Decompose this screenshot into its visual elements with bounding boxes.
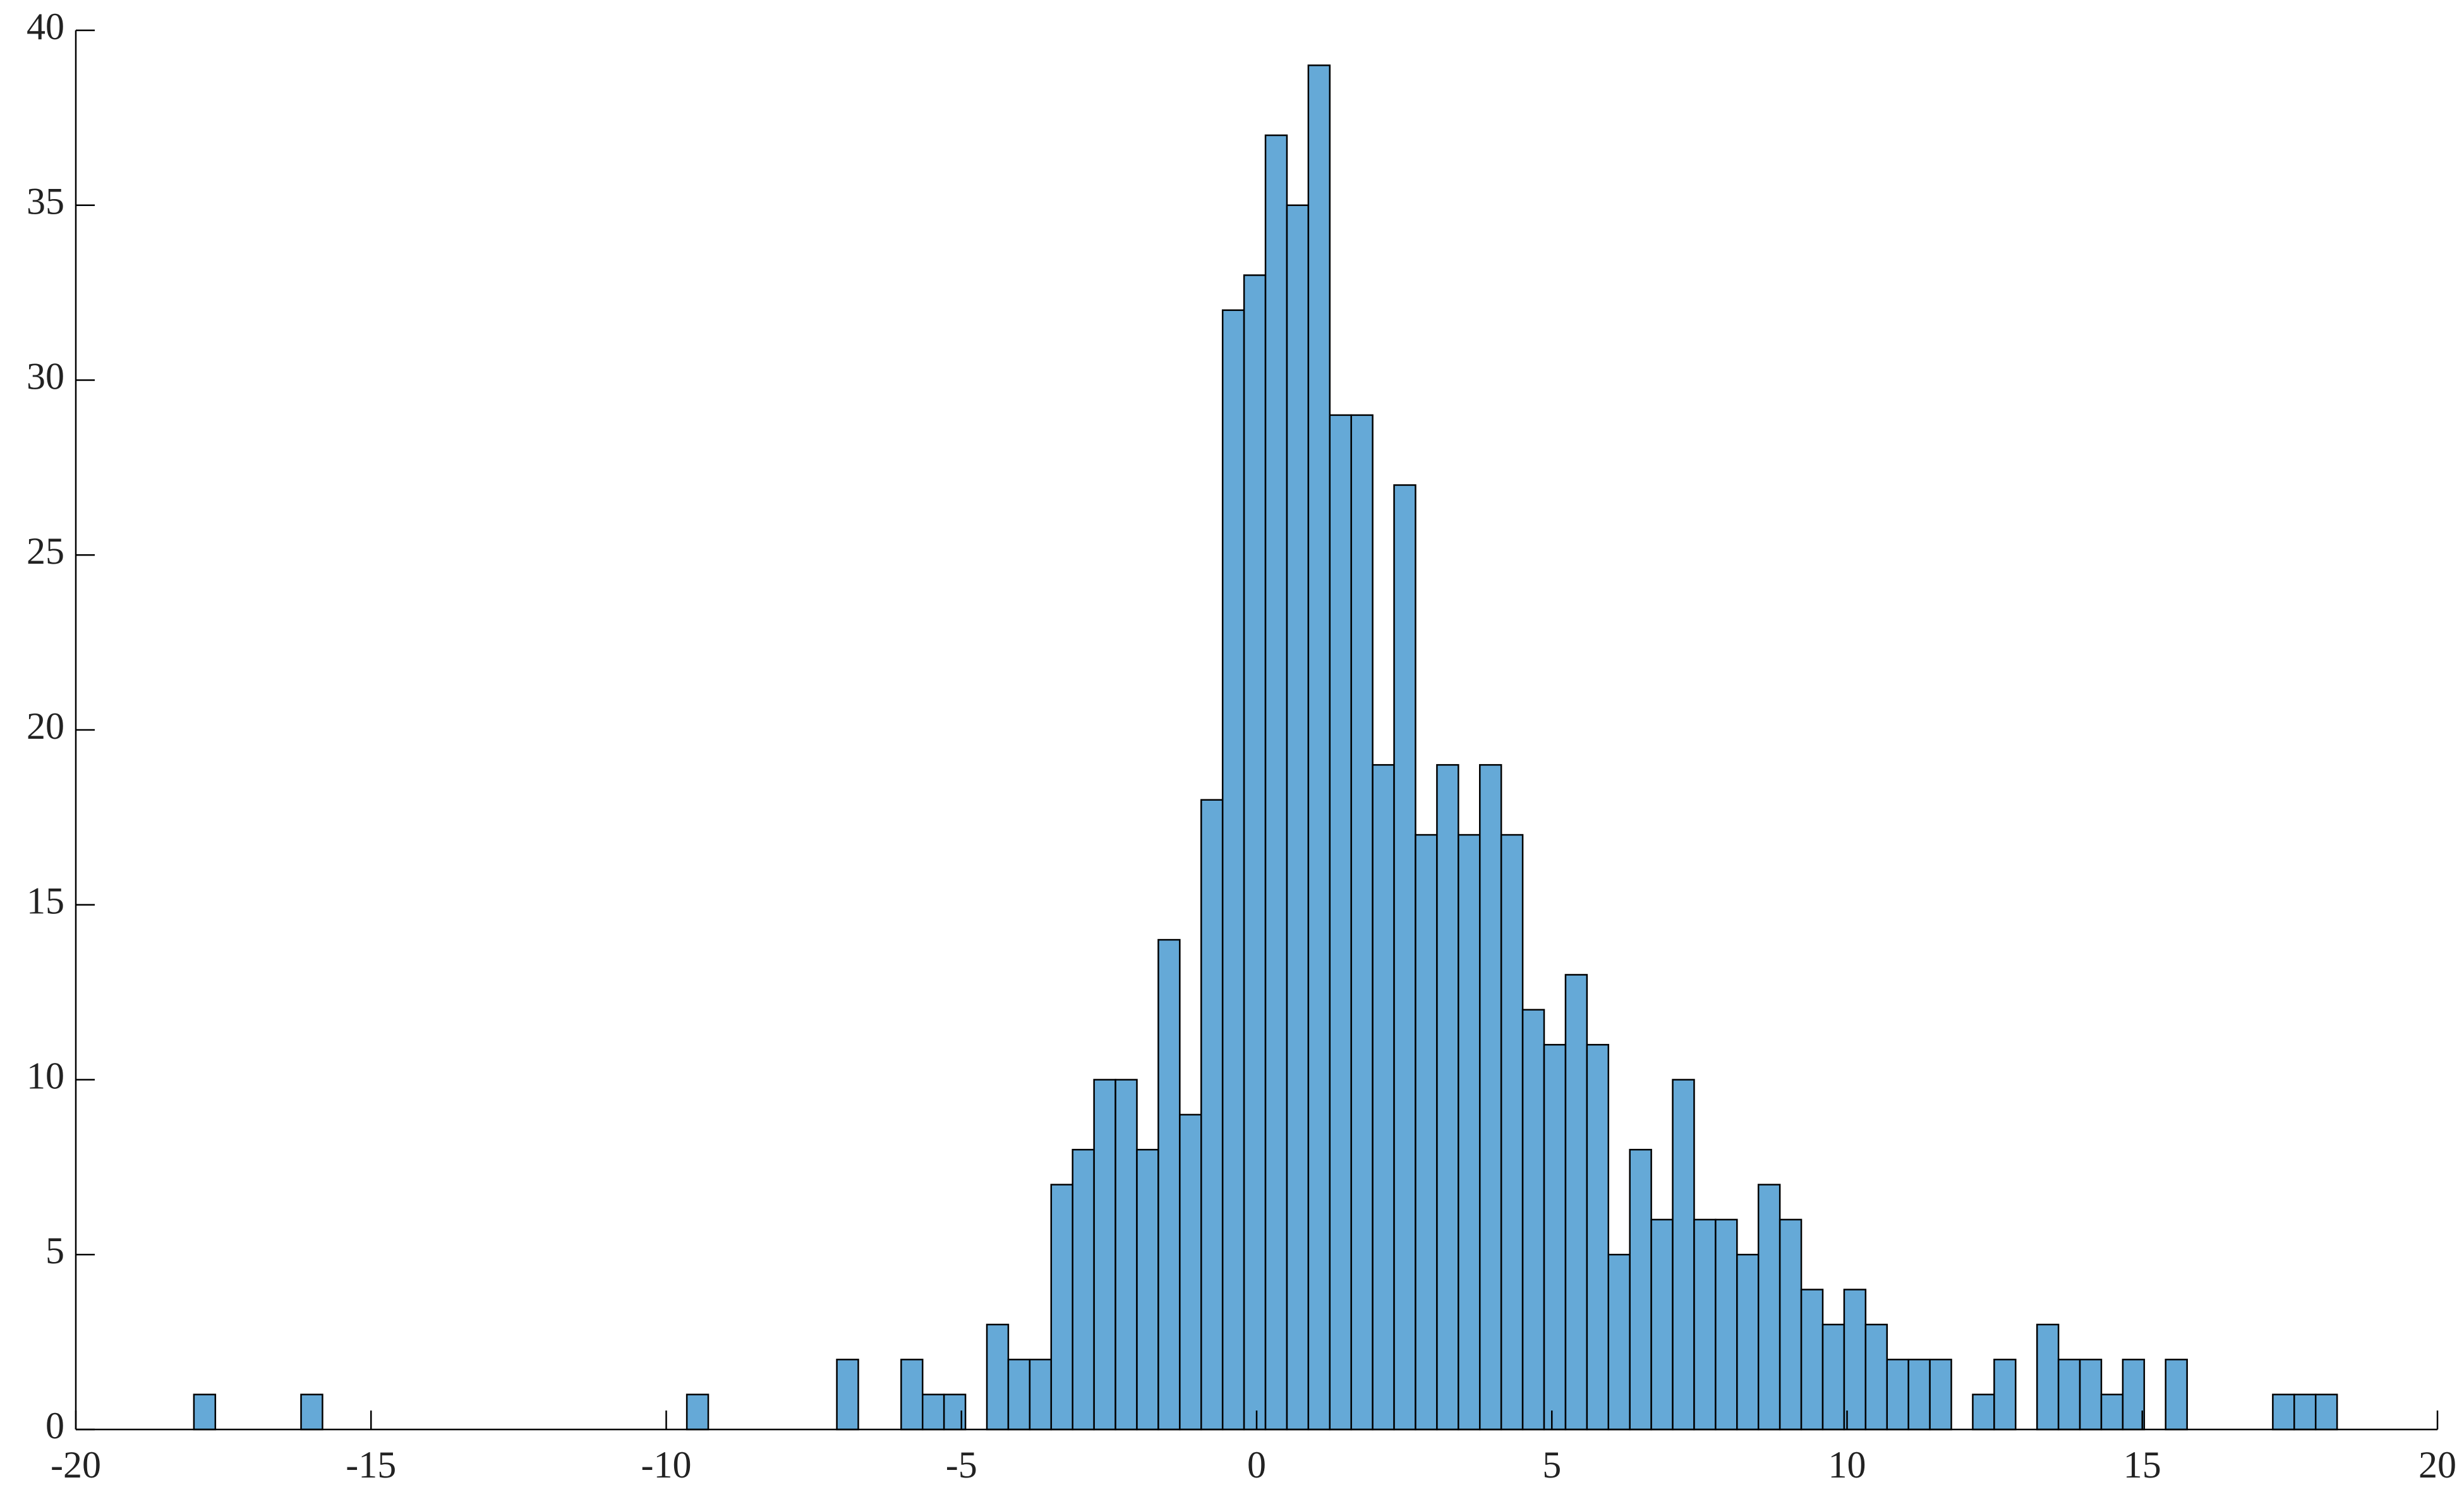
bar — [1757, 1184, 1781, 1431]
bar — [2036, 1323, 2060, 1431]
bar — [1736, 1254, 1760, 1431]
bar — [1800, 1289, 1824, 1431]
bar — [836, 1359, 859, 1431]
y-tick-label: 0 — [45, 1405, 64, 1447]
bar — [943, 1393, 967, 1431]
bar — [900, 1359, 924, 1431]
bar — [1672, 1079, 1695, 1431]
bar — [1907, 1359, 1931, 1431]
bar — [1200, 799, 1224, 1431]
bar — [1050, 1184, 1073, 1431]
bar — [1221, 309, 1245, 1431]
bar — [1393, 484, 1416, 1431]
bar — [2079, 1359, 2103, 1431]
bar — [1607, 1254, 1631, 1431]
x-tick-label: 10 — [1828, 1444, 1866, 1486]
y-tick-label: 15 — [27, 880, 64, 922]
y-tick-label: 25 — [27, 530, 64, 572]
bar — [1972, 1393, 1995, 1431]
bar — [2122, 1359, 2146, 1431]
x-tick-label: -15 — [346, 1444, 396, 1486]
bar — [1693, 1218, 1717, 1431]
bar — [1864, 1323, 1888, 1431]
bar — [986, 1323, 1010, 1431]
bar — [2057, 1359, 2081, 1431]
bar — [1307, 64, 1331, 1431]
bar — [1157, 938, 1181, 1431]
bar — [1843, 1289, 1867, 1431]
x-tick-label: 0 — [1247, 1444, 1266, 1486]
x-tick-label: 5 — [1542, 1444, 1561, 1486]
bar — [300, 1393, 323, 1431]
y-tick-label: 30 — [27, 355, 64, 397]
bar — [1243, 274, 1267, 1431]
x-tick-label: 15 — [2123, 1444, 2161, 1486]
bar — [1072, 1148, 1095, 1431]
bar — [922, 1393, 945, 1431]
bar — [1093, 1079, 1116, 1431]
bar — [1564, 974, 1588, 1431]
bar — [1415, 834, 1438, 1431]
bar — [1886, 1359, 1909, 1431]
bar — [1436, 764, 1459, 1431]
bar — [1372, 764, 1395, 1431]
y-tick-label: 10 — [27, 1055, 64, 1096]
y-tick-label: 20 — [27, 705, 64, 747]
bar — [2314, 1393, 2338, 1431]
bar — [1458, 834, 1481, 1431]
x-tick-label: -10 — [641, 1444, 692, 1486]
bar — [2272, 1393, 2295, 1431]
bar — [1715, 1218, 1738, 1431]
bar — [1521, 1009, 1545, 1431]
bar — [2293, 1393, 2317, 1431]
bar — [1350, 414, 1374, 1431]
bar — [1821, 1323, 1845, 1431]
bar — [1629, 1148, 1652, 1431]
bar — [1500, 834, 1524, 1431]
bar — [1478, 764, 1502, 1431]
y-tick-label: 5 — [45, 1230, 64, 1271]
x-tick-label: 20 — [2419, 1444, 2456, 1486]
bar — [1179, 1114, 1202, 1431]
bar — [1286, 204, 1310, 1431]
bar — [1929, 1359, 1952, 1431]
y-tick-label: 35 — [27, 181, 64, 222]
bar — [1136, 1148, 1159, 1431]
bar — [2100, 1393, 2124, 1431]
bar — [2165, 1359, 2188, 1431]
x-tick-label: -20 — [51, 1444, 101, 1486]
bar — [1543, 1043, 1567, 1431]
x-tick-label: -5 — [946, 1444, 977, 1486]
bar — [1779, 1218, 1803, 1431]
bar — [1007, 1359, 1031, 1431]
bar — [1586, 1043, 1610, 1431]
bar — [1650, 1218, 1674, 1431]
bar — [1264, 134, 1288, 1431]
y-tick-label: 40 — [27, 6, 64, 47]
bar — [1993, 1359, 2017, 1431]
bar — [1329, 414, 1352, 1431]
bar — [685, 1393, 710, 1431]
bar — [1114, 1079, 1138, 1431]
bar — [1029, 1359, 1053, 1431]
bar — [193, 1393, 217, 1431]
